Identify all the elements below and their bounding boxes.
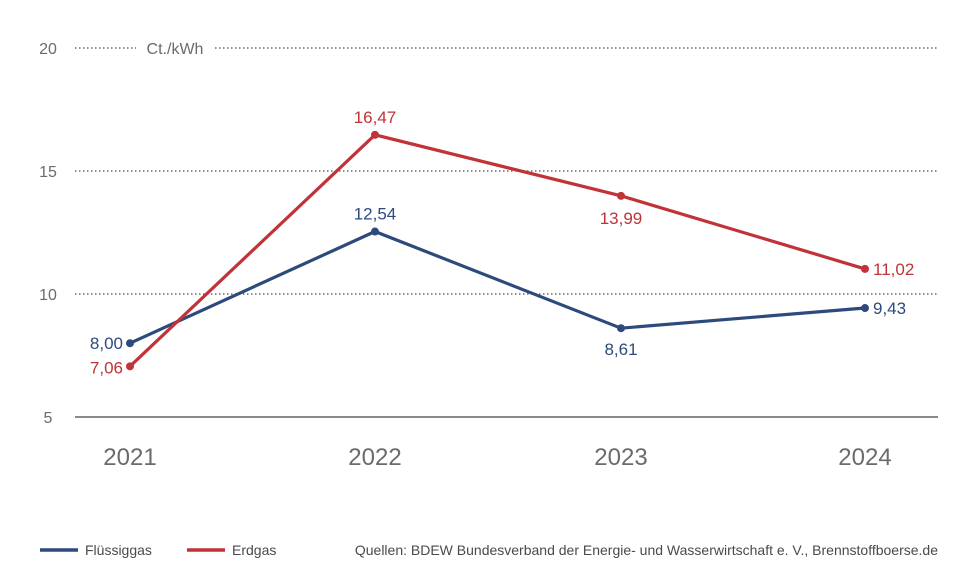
y-tick-label: 5 — [44, 410, 53, 427]
x-tick-label: 2022 — [348, 444, 401, 471]
series-line — [128, 133, 866, 368]
data-point — [126, 339, 134, 348]
series-group: 8,00 12,54 8,61 9,43 7,06 16,47 13,99 11,02 — [90, 108, 914, 377]
y-tick-label: 20 — [39, 41, 57, 58]
x-tick-label: 2023 — [594, 444, 647, 471]
legend-label: Erdgas — [232, 542, 276, 558]
grid — [75, 38, 938, 295]
data-label: 11,02 — [873, 260, 914, 279]
y-axis: 5 10 15 20 — [39, 41, 57, 427]
data-point — [371, 227, 379, 236]
data-label: 8,61 — [604, 340, 637, 359]
x-tick-label: 2024 — [838, 444, 891, 471]
data-label: 16,47 — [354, 108, 397, 127]
source-note: Quellen: BDEW Bundesverband der Energie-… — [355, 542, 938, 558]
data-point — [126, 362, 134, 371]
data-label: 9,43 — [873, 299, 906, 318]
y-tick-label: 15 — [39, 164, 57, 181]
x-tick-label: 2021 — [103, 444, 156, 471]
data-point — [617, 324, 625, 333]
data-point — [861, 264, 869, 273]
data-label: 12,54 — [354, 205, 397, 224]
x-axis: 2021 2022 2023 2024 — [103, 444, 891, 471]
unit-label: Ct./kWh — [147, 41, 204, 58]
data-label: 8,00 — [90, 334, 123, 353]
series-erdgas: 7,06 16,47 13,99 11,02 — [90, 108, 914, 377]
y-tick-label: 10 — [39, 287, 57, 304]
data-label: 13,99 — [600, 209, 643, 228]
data-point — [617, 191, 625, 200]
unit-label-gap — [136, 38, 214, 58]
data-point — [861, 304, 869, 313]
data-label: 7,06 — [90, 358, 123, 377]
data-point — [371, 130, 379, 139]
legend-label: Flüssiggas — [85, 542, 152, 558]
series-line — [129, 229, 866, 345]
legend: Flüssiggas Erdgas — [40, 542, 276, 558]
series-flüssiggas: 8,00 12,54 8,61 9,43 — [90, 205, 906, 360]
